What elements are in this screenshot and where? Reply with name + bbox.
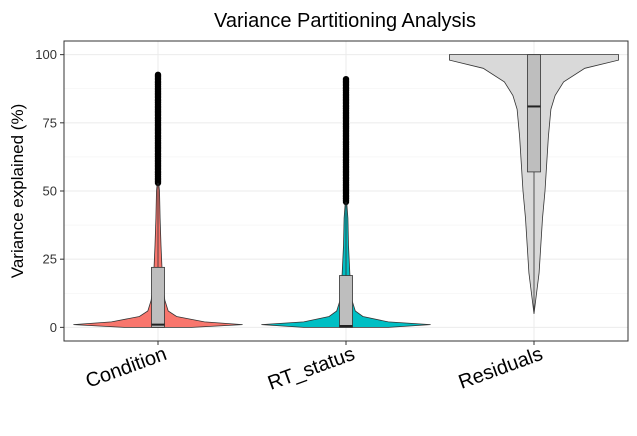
y-tick-label: 25 — [43, 252, 57, 267]
chart-title: Variance Partitioning Analysis — [214, 10, 476, 32]
y-tick-label: 100 — [35, 47, 57, 62]
x-axis: Condition RT_status Residuals — [83, 341, 546, 395]
outlier-point — [342, 75, 350, 83]
y-tick-label: 0 — [50, 320, 57, 335]
x-tick-label: RT_status — [265, 343, 358, 395]
box-rt_status — [339, 275, 353, 328]
y-axis-title: Variance explained (%) — [8, 104, 27, 279]
x-tick-label: Condition — [83, 343, 170, 393]
y-tick-label: 75 — [43, 115, 57, 130]
y-axis: 0 25 50 75 100 — [35, 47, 64, 335]
box-residuals — [527, 54, 541, 173]
x-tick-label: Residuals — [456, 343, 546, 394]
outlier-point — [154, 71, 162, 79]
y-tick-label: 50 — [43, 184, 57, 199]
boxplot-layer — [151, 54, 541, 328]
box-condition — [151, 266, 165, 328]
